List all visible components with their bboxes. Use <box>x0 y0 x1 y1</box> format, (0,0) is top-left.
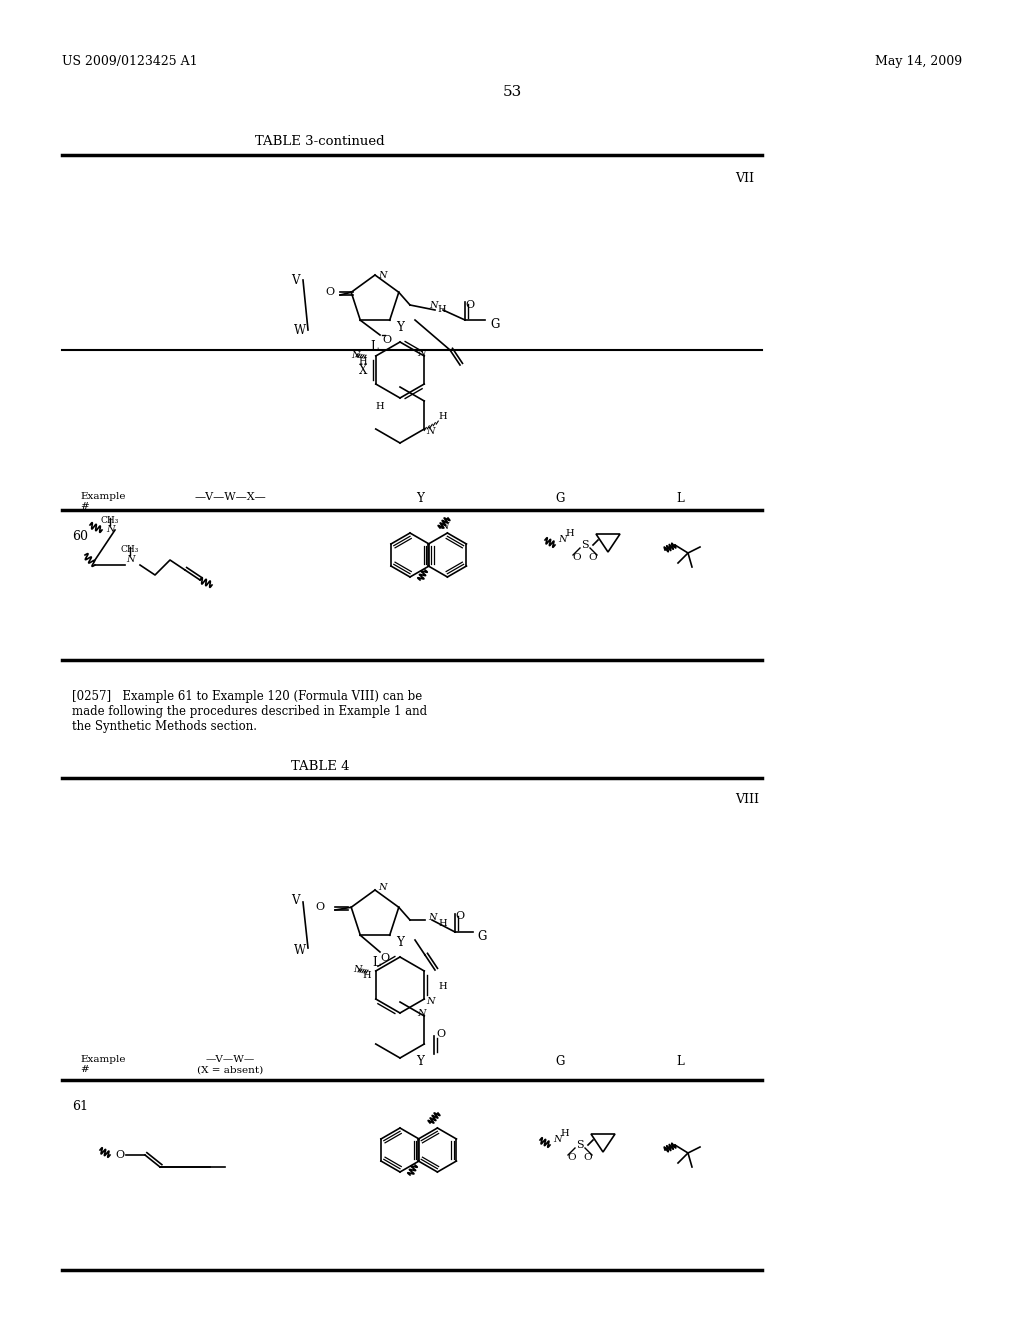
Text: N: N <box>417 350 426 359</box>
Text: W: W <box>294 323 306 337</box>
Text: Y: Y <box>416 492 424 506</box>
Text: G: G <box>555 492 564 506</box>
Text: H: H <box>358 356 368 366</box>
Text: O: O <box>116 1150 125 1160</box>
Text: W: W <box>294 944 306 957</box>
Text: O: O <box>380 953 389 964</box>
Text: CH₃: CH₃ <box>100 516 119 525</box>
Text: O: O <box>572 553 582 561</box>
Text: N: N <box>428 912 436 921</box>
Text: L: L <box>370 341 378 354</box>
Text: O: O <box>589 553 597 561</box>
Text: N: N <box>426 426 435 436</box>
Text: N: N <box>553 1135 561 1144</box>
Text: May 14, 2009: May 14, 2009 <box>874 55 962 69</box>
Text: G: G <box>477 931 486 944</box>
Text: S: S <box>582 540 589 550</box>
Text: O: O <box>315 902 325 912</box>
Text: V: V <box>291 273 299 286</box>
Text: L: L <box>676 1055 684 1068</box>
Text: N: N <box>440 521 449 531</box>
Text: 53: 53 <box>503 84 521 99</box>
Text: X: X <box>358 363 367 376</box>
Text: H: H <box>438 982 446 991</box>
Text: H: H <box>362 972 372 981</box>
Text: N: N <box>417 1010 426 1019</box>
Text: O: O <box>466 300 474 310</box>
Text: VIII: VIII <box>735 793 759 807</box>
Text: S: S <box>577 1140 584 1150</box>
Text: 61: 61 <box>72 1100 88 1113</box>
Text: Y: Y <box>416 1055 424 1068</box>
Text: H: H <box>561 1129 569 1138</box>
Text: H: H <box>438 919 446 928</box>
Text: O: O <box>436 1030 445 1039</box>
Text: VII: VII <box>735 172 754 185</box>
Text: H: H <box>565 528 574 537</box>
Text: CH₃: CH₃ <box>121 545 139 554</box>
Text: V: V <box>291 894 299 907</box>
Text: O: O <box>456 911 465 921</box>
Text: Example
#: Example # <box>80 492 126 511</box>
Text: O: O <box>382 335 391 345</box>
Text: N: N <box>352 965 361 974</box>
Text: Example
#: Example # <box>80 1055 126 1074</box>
Text: N: N <box>126 556 134 565</box>
Text: Y: Y <box>396 936 403 949</box>
Text: N: N <box>105 525 115 535</box>
Text: L: L <box>372 956 380 969</box>
Text: —V—W—
(X = absent): —V—W— (X = absent) <box>197 1055 263 1074</box>
Text: US 2009/0123425 A1: US 2009/0123425 A1 <box>62 55 198 69</box>
Text: H: H <box>376 403 384 411</box>
Text: H: H <box>437 305 445 314</box>
Text: H: H <box>438 412 446 421</box>
Text: O: O <box>584 1152 592 1162</box>
Text: [0257]   Example 61 to Example 120 (Formula VIII) can be
made following the proc: [0257] Example 61 to Example 120 (Formul… <box>72 690 427 733</box>
Text: O: O <box>567 1152 577 1162</box>
Text: N: N <box>378 271 386 280</box>
Text: G: G <box>555 1055 564 1068</box>
Text: N: N <box>558 536 566 544</box>
Text: TABLE 3-continued: TABLE 3-continued <box>255 135 385 148</box>
Text: G: G <box>490 318 500 331</box>
Text: —V—W—X—: —V—W—X— <box>195 492 266 502</box>
Text: L: L <box>676 492 684 506</box>
Text: 60: 60 <box>72 531 88 543</box>
Text: O: O <box>326 286 335 297</box>
Text: Y: Y <box>396 321 403 334</box>
Text: N: N <box>426 997 435 1006</box>
Text: TABLE 4: TABLE 4 <box>291 760 349 774</box>
Text: N: N <box>429 301 437 310</box>
Text: N: N <box>351 351 359 359</box>
Text: N: N <box>378 883 386 892</box>
